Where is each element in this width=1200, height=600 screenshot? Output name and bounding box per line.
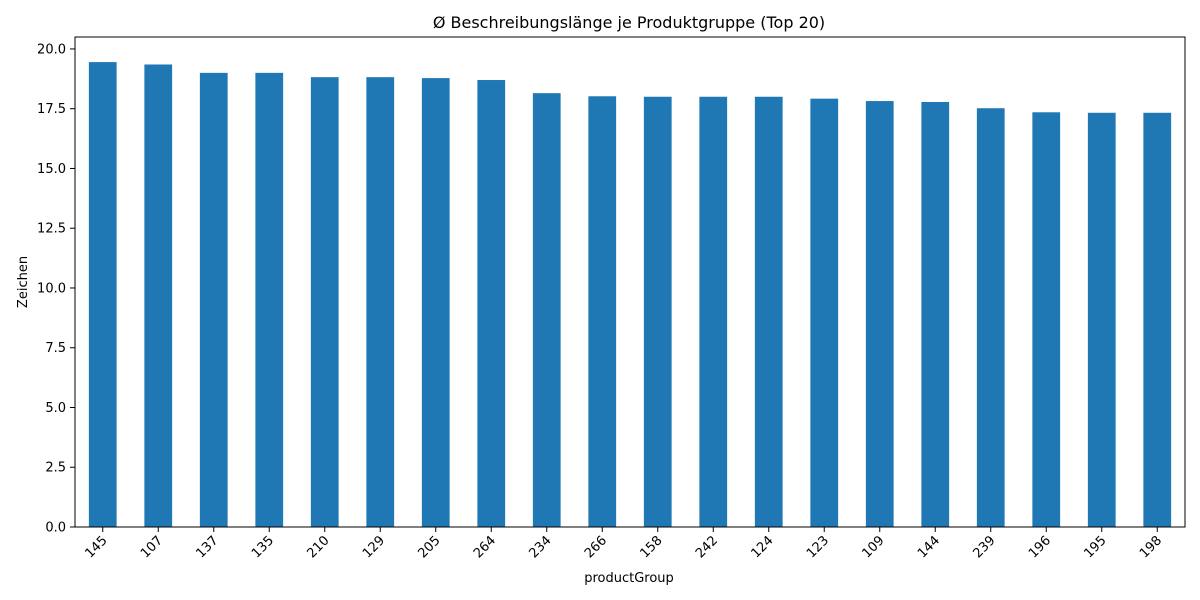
bar-145 <box>88 62 117 527</box>
x-tick-label: 198 <box>1137 533 1165 561</box>
y-tick-label: 5.0 <box>45 401 66 416</box>
bars-group <box>88 62 1172 528</box>
x-tick-label: 109 <box>859 533 887 561</box>
x-tick-label: 266 <box>582 533 610 561</box>
x-tick-label: 210 <box>304 533 332 561</box>
bar-124 <box>754 96 783 527</box>
bar-266 <box>588 96 617 527</box>
x-tick-label: 124 <box>748 533 776 561</box>
y-tick-label: 2.5 <box>45 461 66 476</box>
y-tick-label: 20.0 <box>37 42 66 57</box>
bar-242 <box>699 96 728 527</box>
bar-123 <box>810 98 839 528</box>
x-tick-label: 135 <box>249 533 277 561</box>
bar-198 <box>1143 112 1172 528</box>
y-tick-label: 7.5 <box>45 341 66 356</box>
bar-264 <box>477 80 506 528</box>
y-tick-label: 17.5 <box>37 102 66 117</box>
bar-135 <box>255 72 284 527</box>
bar-107 <box>144 64 173 528</box>
y-tick-label: 12.5 <box>37 222 66 237</box>
plot-frame <box>74 36 1186 528</box>
x-tick-label: 196 <box>1026 533 1054 561</box>
x-tick-label: 107 <box>138 533 166 561</box>
bar-239 <box>976 108 1005 527</box>
bar-210 <box>310 77 339 527</box>
y-tick-label: 0.0 <box>45 521 66 536</box>
bar-129 <box>366 77 395 527</box>
bar-205 <box>421 78 450 528</box>
x-tick-label: 242 <box>693 533 721 561</box>
x-tick-label: 195 <box>1081 533 1109 561</box>
x-tick-label: 158 <box>637 533 665 561</box>
x-tick-label: 234 <box>526 533 554 561</box>
x-tick-label: 145 <box>82 533 110 561</box>
x-tick-label: 239 <box>970 533 998 561</box>
bar-144 <box>921 102 950 527</box>
y-axis-label: Zeichen <box>16 256 31 308</box>
x-axis: 145 107 137 135 210 129 205 264 234 266 158 242 124 1… <box>82 527 1165 561</box>
x-tick-label: 144 <box>915 533 943 561</box>
bar-195 <box>1087 112 1116 528</box>
bar-109 <box>865 101 894 527</box>
y-tick-label: 15.0 <box>37 162 66 177</box>
x-tick-label: 264 <box>471 533 499 561</box>
x-tick-label: 123 <box>804 533 832 561</box>
x-axis-label: productGroup <box>584 571 674 586</box>
x-tick-label: 205 <box>415 533 443 561</box>
y-axis: 0.0 2.5 5.0 7.5 10.0 12.5 15.0 17.5 20.0 <box>37 42 75 536</box>
x-tick-label: 137 <box>193 533 221 561</box>
bar-234 <box>532 93 561 528</box>
bar-196 <box>1032 112 1061 527</box>
chart-title: Ø Beschreibungslänge je Produktgruppe (T… <box>433 13 825 32</box>
bar-158 <box>643 96 672 527</box>
bar-137 <box>199 72 228 527</box>
y-tick-label: 10.0 <box>37 281 66 296</box>
x-tick-label: 129 <box>360 533 388 561</box>
